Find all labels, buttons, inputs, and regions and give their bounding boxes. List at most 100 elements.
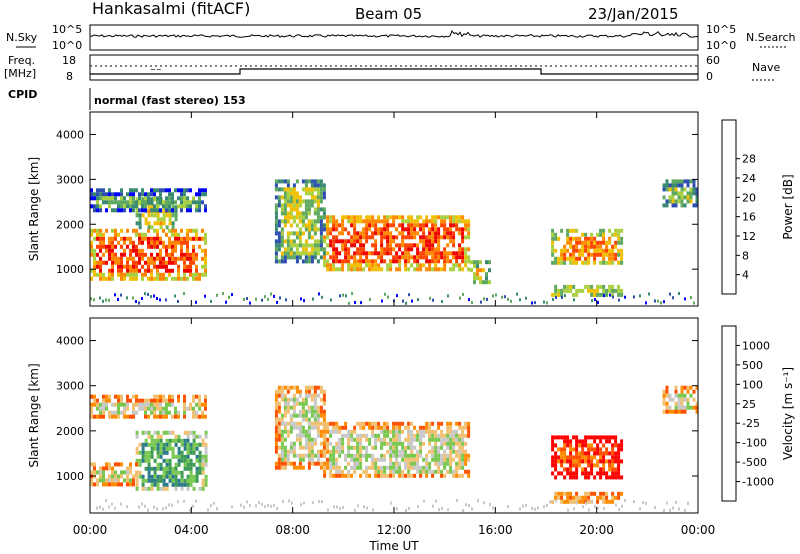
scatter-cell	[605, 240, 609, 245]
noise-cell	[291, 501, 293, 505]
scatter-cell	[162, 209, 166, 214]
scatter-cell	[201, 470, 205, 475]
scatter-cell	[422, 433, 426, 438]
scatter-cell	[283, 179, 287, 184]
scatter-cell	[93, 466, 96, 471]
scatter-cell	[189, 442, 193, 447]
scatter-cell	[422, 223, 426, 228]
scatter-cell	[374, 421, 378, 426]
scatter-cell	[446, 461, 450, 466]
scatter-cell	[108, 272, 111, 277]
scatter-cell	[416, 231, 420, 236]
scatter-cell	[596, 292, 600, 297]
scatter-cell	[123, 414, 126, 419]
scatter-cell	[344, 453, 348, 458]
scatter-cell	[617, 455, 621, 460]
scatter-cell	[581, 447, 585, 452]
scatter-cell	[168, 272, 171, 277]
scatter-cell	[590, 443, 594, 448]
scatter-cell	[419, 445, 423, 450]
scatter-cell	[111, 410, 114, 415]
scatter-cell	[156, 438, 160, 443]
scatter-cell	[171, 256, 174, 261]
scatter-cell	[566, 236, 570, 241]
scatter-cell	[383, 251, 387, 256]
scatter-cell	[422, 465, 426, 470]
scatter-cell	[298, 457, 302, 462]
noise-cell	[576, 501, 578, 505]
noise-cell	[465, 503, 467, 507]
scatter-cell	[180, 196, 183, 201]
noise-cell	[669, 292, 671, 296]
scatter-cell	[332, 247, 336, 252]
scatter-cell	[464, 259, 468, 264]
scatter-cell	[319, 465, 323, 470]
scatter-cell	[437, 425, 441, 430]
scatter-cell	[374, 263, 378, 268]
scatter-cell	[135, 228, 138, 233]
scatter-cell	[135, 252, 138, 257]
noise-cell	[192, 504, 194, 508]
scatter-cell	[602, 284, 606, 289]
scatter-cell	[201, 466, 205, 471]
scatter-cell	[443, 247, 447, 252]
noise-cell	[462, 509, 464, 512]
scatter-cell	[304, 191, 308, 196]
scatter-cell	[150, 276, 153, 281]
scatter-cell	[165, 268, 168, 273]
radar-title: Hankasalmi (fitACF)	[92, 0, 250, 18]
scatter-cell	[105, 462, 108, 467]
scatter-cell	[138, 208, 141, 213]
scatter-cell	[313, 401, 317, 406]
noise-cell	[156, 507, 158, 511]
scatter-cell	[129, 276, 132, 281]
scatter-cell	[551, 459, 555, 464]
scatter-cell	[572, 260, 576, 265]
scatter-cell	[304, 393, 308, 398]
scatter-cell	[596, 459, 600, 464]
scatter-cell	[395, 259, 399, 264]
scatter-cell	[144, 414, 147, 419]
scatter-cell	[304, 239, 308, 244]
scatter-cell	[434, 219, 438, 224]
scatter-cell	[389, 215, 393, 220]
scatter-cell	[316, 227, 320, 232]
scatter-cell	[316, 179, 320, 184]
scatter-cell	[353, 469, 357, 474]
scatter-cell	[692, 187, 696, 192]
noise-cell	[153, 505, 155, 509]
scatter-cell	[189, 252, 192, 257]
scatter-cell	[620, 288, 624, 293]
noise-cell	[585, 501, 587, 505]
scatter-cell	[389, 429, 393, 434]
scatter-cell	[572, 292, 576, 297]
noise-cell	[195, 300, 197, 304]
scatter-cell	[90, 232, 93, 237]
scatter-cell	[371, 235, 375, 240]
scatter-cell	[132, 240, 135, 245]
scatter-cell	[590, 252, 594, 257]
scatter-cell	[689, 393, 693, 398]
scatter-cell	[274, 405, 278, 410]
scatter-cell	[578, 288, 582, 293]
scatter-cell	[280, 449, 284, 454]
scatter-cell	[198, 244, 201, 249]
scatter-cell	[90, 402, 93, 407]
scatter-cell	[587, 499, 591, 504]
scatter-cell	[602, 443, 606, 448]
scatter-cell	[689, 187, 693, 192]
scatter-cell	[274, 441, 278, 446]
scatter-cell	[377, 421, 381, 426]
scatter-cell	[171, 470, 175, 475]
scatter-cell	[686, 401, 690, 406]
scatter-cell	[307, 449, 311, 454]
scatter-cell	[147, 276, 150, 281]
scatter-cell	[458, 457, 462, 462]
scatter-cell	[150, 192, 153, 197]
scatter-cell	[431, 259, 435, 264]
scatter-cell	[569, 288, 573, 293]
noise-cell	[141, 502, 143, 506]
scatter-cell	[286, 457, 290, 462]
scatter-cell	[458, 227, 462, 232]
scatter-cell	[332, 473, 336, 478]
